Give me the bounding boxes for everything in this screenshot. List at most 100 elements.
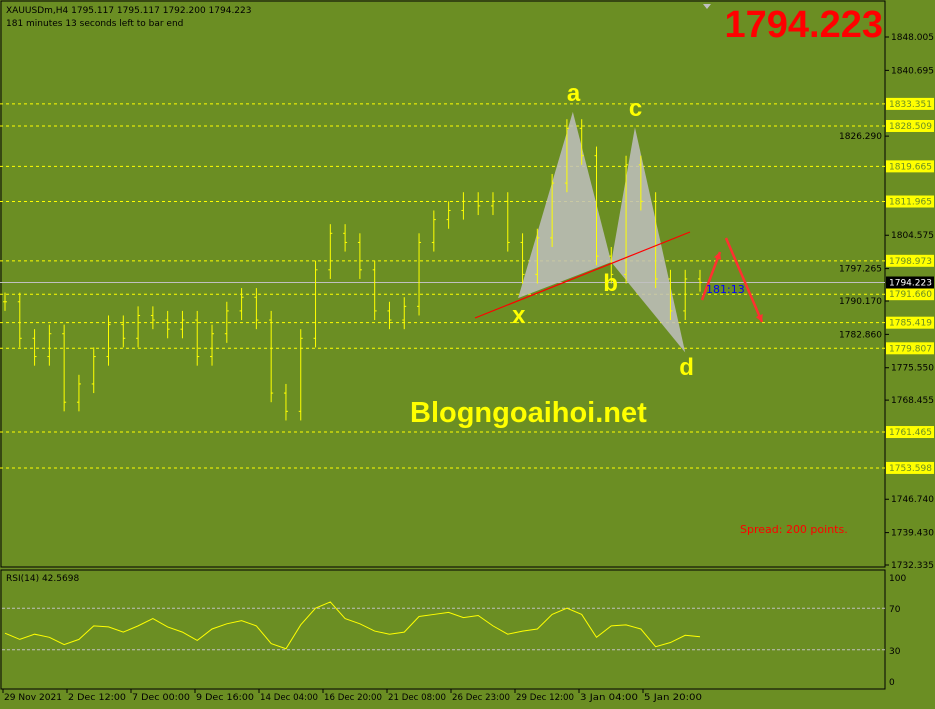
price-bar <box>165 310 170 339</box>
price-bar <box>328 224 333 279</box>
level-tag <box>886 97 934 110</box>
time-tick-label: 3 Jan 04:00 <box>580 693 638 703</box>
price-tick-label: 1804.575 <box>891 231 934 241</box>
rsi-line <box>4 601 701 650</box>
big-price-display: 1794.223 <box>724 4 884 46</box>
level-label: 1811.965 <box>889 198 932 208</box>
level-label: 1779.807 <box>889 344 932 354</box>
pattern-point-x: x <box>512 302 526 330</box>
time-tick-label: 29 Nov 2021 <box>4 693 62 703</box>
arrow-down-icon <box>724 237 764 323</box>
price-bar <box>32 329 37 366</box>
level-label: 1761.465 <box>889 428 932 438</box>
price-bar <box>136 306 141 348</box>
level-label: 1833.351 <box>889 100 932 110</box>
level-label: 1798.973 <box>889 257 932 267</box>
main-chart-frame <box>0 0 886 568</box>
level-tag <box>886 342 934 355</box>
level-tag <box>886 288 934 301</box>
price-bar <box>3 292 7 311</box>
price-bar <box>239 288 244 321</box>
price-tick-label: 1840.695 <box>891 66 934 76</box>
price-tick-label: 1848.005 <box>891 33 934 43</box>
spread-label: Spread: 200 points. <box>740 523 848 536</box>
price-tick-label: 1790.170 <box>839 297 882 307</box>
price-bar <box>372 260 377 321</box>
pattern-point-b: b <box>603 270 618 298</box>
price-bar <box>150 306 155 330</box>
bar-countdown: 181:13 <box>706 283 745 296</box>
price-bar <box>520 233 525 284</box>
time-tick-label: 16 Dec 20:00 <box>324 693 382 703</box>
price-bar <box>91 347 96 394</box>
price-bar <box>594 146 599 266</box>
price-tick-label: 1826.290 <box>839 132 882 142</box>
price-bar <box>417 233 422 316</box>
rsi-frame <box>0 569 886 690</box>
price-bar <box>476 192 481 216</box>
time-tick-label: 5 Jan 20:00 <box>644 693 702 703</box>
trendline <box>474 231 691 319</box>
price-bar <box>653 192 658 289</box>
level-tag <box>886 119 934 132</box>
price-bar <box>505 192 510 252</box>
price-bar <box>62 324 67 412</box>
price-bar <box>269 310 274 403</box>
level-label: 1828.509 <box>889 122 932 132</box>
price-tick-label: 1739.430 <box>891 529 934 539</box>
price-bar <box>357 233 362 279</box>
arrow-up-icon-head <box>713 252 722 260</box>
price-bar <box>564 119 569 193</box>
level-tag <box>886 426 934 439</box>
level-label: 1791.660 <box>889 290 932 300</box>
rsi-title: RSI(14) 42.5698 <box>6 574 80 584</box>
price-tick-label: 1775.550 <box>891 364 934 374</box>
rsi-tick-label: 0 <box>889 678 895 688</box>
pattern-point-d: d <box>679 354 694 382</box>
time-tick-label: 14 Dec 04:00 <box>260 693 318 703</box>
shift-marker-icon <box>703 4 711 9</box>
pattern-point-a: a <box>566 79 581 107</box>
price-tick-label: 1732.335 <box>891 561 934 571</box>
price-bar <box>490 192 495 216</box>
price-bar <box>550 173 555 247</box>
time-tick-label: 2 Dec 12:00 <box>68 693 126 703</box>
price-bar <box>609 246 614 284</box>
bar-timer-line: 181 minutes 13 seconds left to bar end <box>6 19 184 29</box>
price-bar <box>210 324 215 366</box>
price-bar <box>579 119 584 165</box>
price-bar <box>343 224 348 252</box>
pattern-xab <box>518 111 612 299</box>
pattern-point-c: c <box>628 95 643 123</box>
price-bar <box>698 269 702 292</box>
time-tick-label: 29 Dec 12:00 <box>516 693 574 703</box>
price-bar <box>180 310 185 339</box>
price-bar <box>121 315 126 348</box>
time-tick-label: 7 Dec 00:00 <box>132 693 190 703</box>
level-tag <box>886 316 934 329</box>
rsi-tick-label: 70 <box>889 605 901 615</box>
price-bar <box>683 269 688 321</box>
level-tag <box>886 195 934 208</box>
price-bar <box>17 292 22 348</box>
price-tick-label: 1782.860 <box>839 330 882 340</box>
level-tag <box>886 160 934 173</box>
pattern-bcd <box>611 127 686 353</box>
price-bar <box>195 310 200 366</box>
rsi-tick-label: 30 <box>889 647 901 657</box>
price-tick-label: 1768.455 <box>891 396 934 406</box>
current-price-tag <box>886 276 934 289</box>
price-bar <box>402 297 407 330</box>
price-bar <box>76 374 81 412</box>
price-bar <box>298 329 303 421</box>
current-price-label: 1794.223 <box>889 278 932 288</box>
time-tick-label: 21 Dec 08:00 <box>388 693 446 703</box>
price-bar <box>387 301 392 330</box>
level-label: 1819.665 <box>889 162 932 172</box>
price-bar <box>283 383 288 421</box>
price-bar <box>638 155 643 211</box>
arrow-up-icon <box>700 251 722 301</box>
time-tick-label: 26 Dec 23:00 <box>452 693 510 703</box>
watermark: Blogngoaihoi.net <box>410 397 647 429</box>
